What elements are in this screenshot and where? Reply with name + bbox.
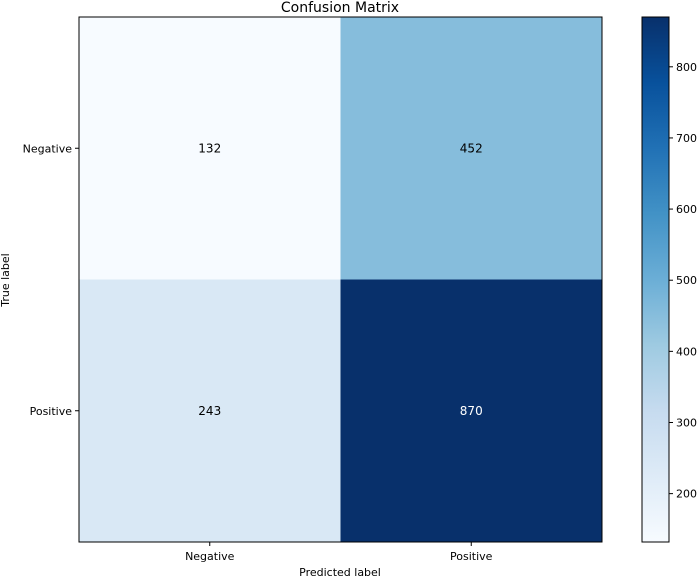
y-axis-label: True label [0, 253, 12, 307]
cell-value-label: 452 [460, 141, 483, 155]
colorbar-tick-label: 600 [676, 203, 697, 216]
heatmap-cell-1-0 [79, 279, 341, 542]
heatmap-area: 132 452 243 870 [79, 17, 602, 542]
colorbar-tick-label: 700 [676, 132, 697, 145]
colorbar-tick-label: 400 [676, 345, 697, 358]
colorbar-tick-label: 500 [676, 274, 697, 287]
cell-value-label: 870 [460, 404, 483, 418]
colorbar: 200 300 400 500 600 700 800 [641, 16, 697, 543]
x-tick-label: Positive [450, 550, 493, 563]
heatmap-cell-0-0 [79, 17, 341, 280]
colorbar-tick-label: 200 [676, 488, 697, 501]
colorbar-gradient [641, 16, 670, 543]
y-tick-label: Positive [30, 405, 73, 418]
x-tick-label: Negative [185, 550, 235, 563]
chart-title: Confusion Matrix [281, 0, 399, 16]
y-tick-label: Negative [23, 142, 73, 155]
plot-frame [78, 16, 603, 543]
x-axis-label: Predicted label [299, 566, 381, 578]
heatmap-cell-0-1 [340, 17, 602, 280]
colorbar-tick-label: 300 [676, 416, 697, 429]
heatmap-cell-1-1 [340, 279, 602, 542]
colorbar-tick-label: 800 [676, 61, 697, 74]
y-axis: Negative Positive [23, 142, 79, 418]
cell-value-label: 243 [198, 404, 221, 418]
colorbar-ticks: 200 300 400 500 600 700 800 [669, 61, 697, 501]
cell-value-label: 132 [198, 141, 221, 155]
x-axis: Negative Positive [185, 542, 493, 563]
